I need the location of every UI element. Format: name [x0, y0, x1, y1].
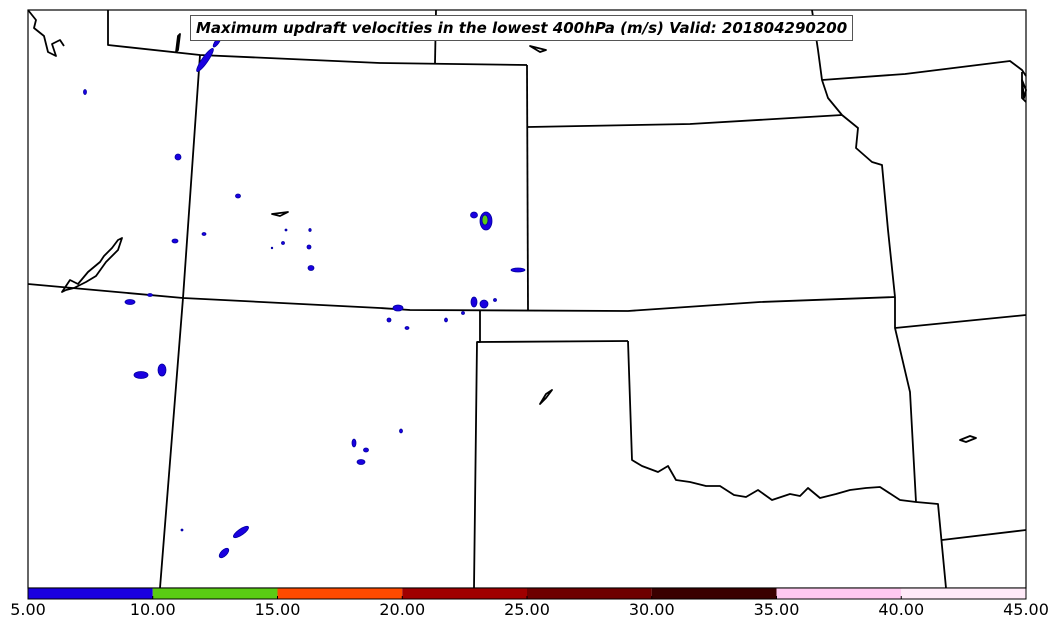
updraft-cell: [404, 326, 410, 330]
lake-outline-utah: [61, 237, 123, 293]
updraft-cell: [171, 238, 179, 244]
updraft-cell: [147, 293, 153, 297]
updraft-cell: [157, 363, 167, 377]
updraft-cell: [281, 241, 285, 245]
updraft-cell: [386, 317, 392, 323]
colorbar-tick-label: 20.00: [379, 600, 426, 619]
boundary-utah-arizona: [27, 283, 896, 312]
updraft-cell: [399, 428, 403, 434]
updraft-cell: [479, 299, 489, 309]
updraft-cell: [180, 528, 184, 532]
colorbar-tick-label: 45.00: [1003, 600, 1049, 619]
updraft-cell: [233, 525, 249, 539]
updraft-cell: [284, 228, 288, 232]
boundary-south-dakota: [527, 114, 843, 128]
updraft-cell: [356, 459, 366, 465]
updraft-cell: [470, 296, 478, 308]
updraft-cell-strong: [481, 214, 489, 226]
boundary-arkansas-north: [894, 314, 1027, 329]
updraft-cell: [308, 228, 312, 232]
colorbar-tick-label: 25.00: [504, 600, 550, 619]
updraft-cell: [306, 244, 312, 250]
colorbar-segment: [651, 588, 777, 599]
updraft-cell: [493, 298, 497, 302]
updraft-cell: [124, 299, 136, 305]
reservoir-outline-iowa: [1021, 79, 1027, 99]
colorbar-tick-label: 5.00: [10, 600, 46, 619]
great-salt-lake-outline: [27, 9, 65, 57]
updraft-cell: [174, 153, 182, 161]
updraft-cell: [351, 438, 357, 448]
colorbar-segment: [402, 588, 527, 599]
updraft-cell: [201, 232, 207, 236]
updraft-cell: [235, 193, 241, 199]
reservoir-outline-nebraska: [529, 45, 547, 53]
boundary-texas-east: [627, 340, 947, 589]
updraft-cell: [307, 265, 315, 271]
reservoir-outline-wyoming: [271, 211, 289, 217]
colorbar-segment: [776, 588, 902, 599]
updraft-cell: [392, 304, 404, 312]
updraft-cell: [363, 447, 369, 453]
colorbar: [27, 587, 1027, 600]
colorbar-tick-label: 10.00: [129, 600, 176, 619]
updraft-cell: [218, 547, 230, 559]
boundary-louisiana: [941, 529, 1027, 541]
boundary-oklahoma-east: [894, 297, 917, 503]
reservoir-outline-texas: [959, 435, 977, 443]
colorbar-segment: [277, 588, 403, 599]
state-boundaries: [27, 9, 1027, 589]
colorbar-tick-label: 30.00: [628, 600, 675, 619]
colorbar-segment: [28, 588, 153, 599]
updraft-contours: [83, 28, 526, 559]
updraft-cell: [461, 311, 465, 315]
reservoir-outline-new-mexico: [539, 389, 553, 405]
boundary-kansas-north: [841, 114, 896, 298]
boundary-iowa-missouri: [821, 60, 1027, 81]
colorbar-tick-label: 35.00: [753, 600, 800, 619]
updraft-cell: [270, 246, 274, 250]
boundary-colorado-east: [526, 64, 529, 311]
colorbar-segment: [152, 588, 278, 599]
updraft-cell: [196, 48, 214, 72]
map-title: Maximum updraft velocities in the lowest…: [190, 15, 854, 41]
colorbar-tick-label: 15.00: [254, 600, 301, 619]
reservoir-outline-wyoming-north: [175, 33, 181, 53]
colorbar-segment: [527, 588, 652, 599]
updraft-cell: [470, 211, 478, 219]
updraft-cell: [444, 317, 448, 323]
colorbar-tick-label: 40.00: [878, 600, 925, 619]
updraft-cell: [510, 267, 526, 273]
colorbar-segment: [901, 588, 1026, 599]
boundary-texas-panhandle-north: [476, 340, 629, 343]
updraft-cell: [83, 89, 87, 95]
updraft-cell: [133, 371, 149, 379]
